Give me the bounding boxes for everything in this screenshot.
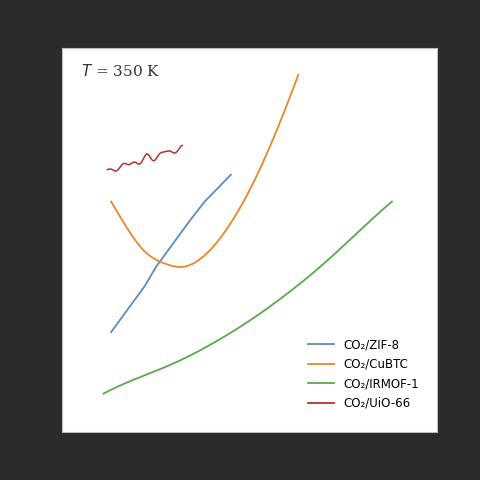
Text: $\mathit{T}$ = 350 K: $\mathit{T}$ = 350 K — [81, 63, 160, 79]
Legend: CO₂/ZIF-8, CO₂/CuBTC, CO₂/IRMOF-1, CO₂/UiO-66: CO₂/ZIF-8, CO₂/CuBTC, CO₂/IRMOF-1, CO₂/U… — [303, 334, 423, 415]
